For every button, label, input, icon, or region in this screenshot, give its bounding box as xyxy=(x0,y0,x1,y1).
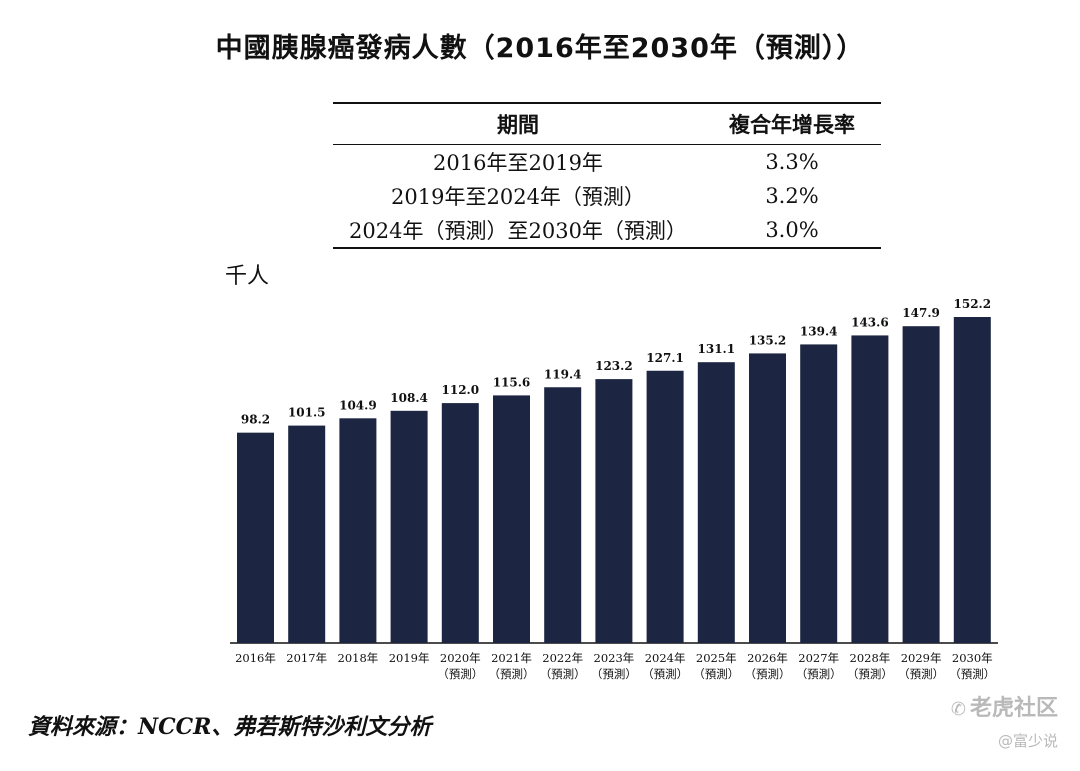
cagr-period-cell: 2019年至2024年（預測） xyxy=(391,185,645,209)
x-tick-note: （預測） xyxy=(591,667,637,681)
bar xyxy=(237,432,274,643)
x-tick-label: 2018年 xyxy=(338,651,379,665)
cagr-table-row: 2016年至2019年 3.3% xyxy=(333,145,881,179)
x-tick-label: 2019年 xyxy=(389,651,430,665)
data-label: 119.4 xyxy=(544,367,582,381)
x-tick-label: 2029年 xyxy=(901,651,942,665)
x-tick-label: 2026年 xyxy=(747,651,788,665)
data-label: 127.1 xyxy=(646,351,684,365)
x-tick-label: 2028年 xyxy=(850,651,891,665)
data-label: 115.6 xyxy=(493,375,531,389)
x-tick-label: 2024年 xyxy=(645,651,686,665)
x-tick-note: （預測） xyxy=(540,667,586,681)
x-tick-label: 2030年 xyxy=(952,651,993,665)
x-tick-note: （預測） xyxy=(489,667,535,681)
x-tick-note: （預測） xyxy=(437,667,483,681)
bar xyxy=(697,362,735,643)
x-tick-note: （預測） xyxy=(745,667,791,681)
cagr-table-row: 2024年（預測）至2030年（預測） 3.0% xyxy=(333,213,881,247)
bar xyxy=(800,344,838,643)
x-tick-label: 2023年 xyxy=(594,651,635,665)
cagr-rate-cell: 3.2% xyxy=(765,184,819,208)
x-tick-note: （預測） xyxy=(847,667,893,681)
data-label: 147.9 xyxy=(902,306,940,320)
watermark-brand: ✆ 老虎社区 xyxy=(951,690,1058,722)
x-tick-label: 2021年 xyxy=(491,651,532,665)
data-label: 131.1 xyxy=(698,342,736,356)
cagr-rate-cell: 3.3% xyxy=(765,150,819,174)
data-label: 104.9 xyxy=(339,398,377,412)
cagr-rate-cell: 3.0% xyxy=(765,218,819,242)
x-tick-note: （預測） xyxy=(642,667,688,681)
x-tick-label: 2017年 xyxy=(286,651,327,665)
bar xyxy=(339,418,377,643)
bar xyxy=(595,379,633,643)
data-label: 123.2 xyxy=(595,359,633,373)
data-label: 101.5 xyxy=(288,406,326,420)
x-tick-label: 2027年 xyxy=(798,651,839,665)
bar xyxy=(851,335,889,643)
x-tick-note: （預測） xyxy=(949,667,995,681)
cagr-table-header: 期間 複合年增長率 xyxy=(333,104,881,145)
watermark-brand-text: 老虎社区 xyxy=(969,696,1058,721)
watermark-handle: @富少说 xyxy=(997,732,1058,750)
bar xyxy=(953,317,991,643)
cagr-header-rate: 複合年增長率 xyxy=(729,113,855,137)
data-label: 108.4 xyxy=(390,391,428,405)
data-label: 139.4 xyxy=(800,324,838,338)
wechat-icon: ✆ xyxy=(950,699,966,720)
x-tick-label: 2020年 xyxy=(440,651,481,665)
cagr-table-row: 2019年至2024年（預測） 3.2% xyxy=(333,179,881,213)
bar xyxy=(544,387,582,643)
chart-title: 中國胰腺癌發病人數（2016年至2030年（預測）） xyxy=(215,33,865,64)
bar xyxy=(493,395,530,643)
bar xyxy=(902,326,940,643)
y-unit-label: 千人 xyxy=(225,264,270,289)
x-tick-note: （預測） xyxy=(693,667,739,681)
x-tick-note: （預測） xyxy=(898,667,944,681)
data-label: 152.2 xyxy=(954,297,992,311)
cagr-header-period: 期間 xyxy=(497,113,539,137)
cagr-period-cell: 2024年（預測）至2030年（預測） xyxy=(349,219,687,243)
data-label: 112.0 xyxy=(442,383,480,397)
data-label: 143.6 xyxy=(851,315,889,329)
x-tick-label: 2016年 xyxy=(235,651,276,665)
x-tick-label: 2025年 xyxy=(696,651,737,665)
data-label: 135.2 xyxy=(749,333,787,347)
x-tick-note: （預測） xyxy=(796,667,842,681)
bar xyxy=(390,410,428,643)
data-label: 98.2 xyxy=(241,413,270,427)
bar xyxy=(441,403,479,643)
bar xyxy=(749,353,786,643)
cagr-period-cell: 2016年至2019年 xyxy=(433,151,603,175)
watermark: ✆ 老虎社区 @富少说 xyxy=(951,690,1058,751)
bar xyxy=(646,370,684,643)
bar xyxy=(288,425,326,643)
cagr-table: 期間 複合年增長率 2016年至2019年 3.3% 2019年至2024年（預… xyxy=(333,102,881,249)
x-tick-label: 2022年 xyxy=(542,651,583,665)
source-note: 資料來源：NCCR、弗若斯特沙利文分析 xyxy=(28,714,432,740)
